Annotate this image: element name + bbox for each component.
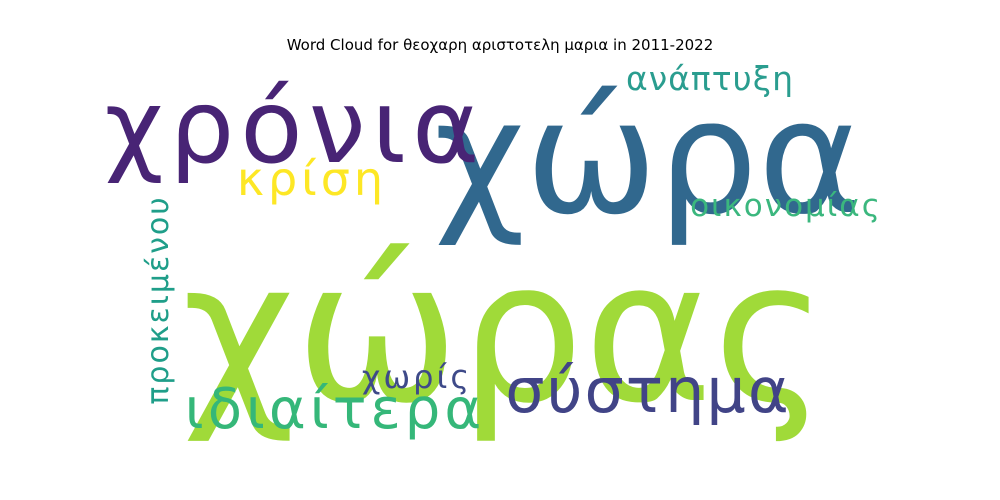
word-3: σύστημα — [505, 354, 790, 427]
word-5: κρίση — [237, 152, 387, 206]
word-1: χώρα — [434, 66, 862, 250]
word-7: ανάπτυξη — [626, 59, 794, 98]
word-2: χρόνια — [105, 68, 486, 187]
word-0: χώρας — [182, 219, 828, 447]
chart-title: Word Cloud for θεοχαρη αριστοτελη μαρια … — [286, 36, 714, 54]
word-8: οικονομίας — [690, 188, 882, 224]
word-6: προκειμένου — [141, 195, 176, 404]
word-4: ιδιαίτερα — [185, 377, 485, 442]
word-9: χωρίς — [362, 358, 472, 396]
